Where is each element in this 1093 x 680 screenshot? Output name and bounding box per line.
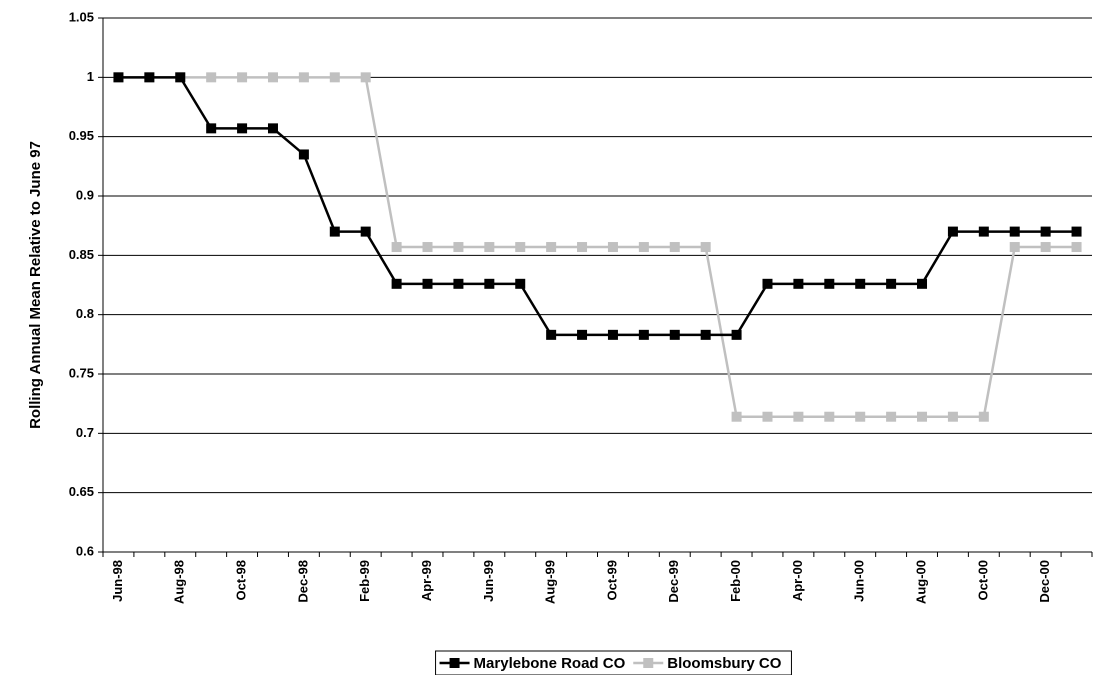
legend-label: Marylebone Road CO [474,655,626,672]
point [298,72,309,83]
point [700,329,711,340]
legend-box [435,650,792,676]
legend-item: Bloomsbury CO [633,655,782,672]
point [546,329,557,340]
point [515,242,526,253]
point [267,123,278,134]
x-tick-label: Feb-99 [357,560,372,602]
point [329,72,340,83]
point [762,411,773,422]
x-tick-label: Oct-00 [975,560,990,600]
y-tick-label: 1 [87,69,94,84]
legend-label: Bloomsbury CO [667,655,782,672]
point [1009,242,1020,253]
point [886,411,897,422]
point [886,278,897,289]
legend-item: Marylebone Road CO [439,655,626,672]
point [329,226,340,237]
point [577,242,588,253]
point [978,411,989,422]
point [391,242,402,253]
y-tick-label: 0.85 [69,247,94,262]
point [793,411,804,422]
legend: Marylebone Road CO Bloomsbury CO [435,650,792,676]
x-tick-label: Aug-99 [543,560,558,604]
y-tick-label: 0.6 [76,543,94,558]
point [855,278,866,289]
point [206,72,217,83]
point [453,242,464,253]
x-tick-label: Jun-00 [852,560,867,602]
x-tick-label: Jun-98 [110,560,125,602]
x-tick-label: Aug-00 [913,560,928,604]
point [360,72,371,83]
x-tick-label: Apr-00 [790,560,805,601]
point [391,278,402,289]
point [484,278,495,289]
point [824,411,835,422]
series-line [118,76,1077,418]
point [515,278,526,289]
x-tick-label: Dec-99 [666,560,681,603]
point [113,72,124,83]
x-tick-label: Aug-98 [172,560,187,604]
point [484,242,495,253]
point [607,242,618,253]
point [638,329,649,340]
point [638,242,649,253]
legend-marker [449,658,460,668]
point [793,278,804,289]
x-tick-label: Feb-00 [728,560,743,602]
point [360,226,371,237]
y-tick-label: 0.75 [69,365,94,380]
point [1009,226,1020,237]
point [731,329,742,340]
point [700,242,711,253]
y-tick-label: 0.65 [69,484,94,499]
y-tick-label: 0.9 [76,187,94,202]
point [1040,242,1051,253]
point [669,329,680,340]
x-tick-label: Dec-98 [295,560,310,603]
point [577,329,588,340]
y-tick-label: 0.7 [76,425,94,440]
y-axis-label: Rolling Annual Mean Relative to June 97 [27,141,44,429]
y-tick-label: 0.8 [76,306,94,321]
series-line [118,76,1077,337]
point [731,411,742,422]
point [422,242,433,253]
point [206,123,217,134]
legend-marker [643,658,654,668]
point [422,278,433,289]
x-tick-label: Oct-98 [234,560,249,600]
point [947,411,958,422]
x-tick-label: Oct-99 [604,560,619,600]
y-tick-label: 0.95 [69,128,94,143]
point [947,226,958,237]
point [1071,242,1082,253]
point [824,278,835,289]
point [607,329,618,340]
point [175,72,186,83]
point [546,242,557,253]
point [917,411,928,422]
point [237,72,248,83]
x-tick-label: Apr-99 [419,560,434,601]
point [1071,226,1082,237]
point [669,242,680,253]
point [237,123,248,134]
point [978,226,989,237]
point [453,278,464,289]
y-tick-label: 1.05 [69,9,94,24]
point [267,72,278,83]
point [1040,226,1051,237]
point [762,278,773,289]
point [144,72,155,83]
point [855,411,866,422]
point [917,278,928,289]
x-tick-label: Dec-00 [1037,560,1052,603]
point [298,149,309,160]
x-tick-label: Jun-99 [481,560,496,602]
